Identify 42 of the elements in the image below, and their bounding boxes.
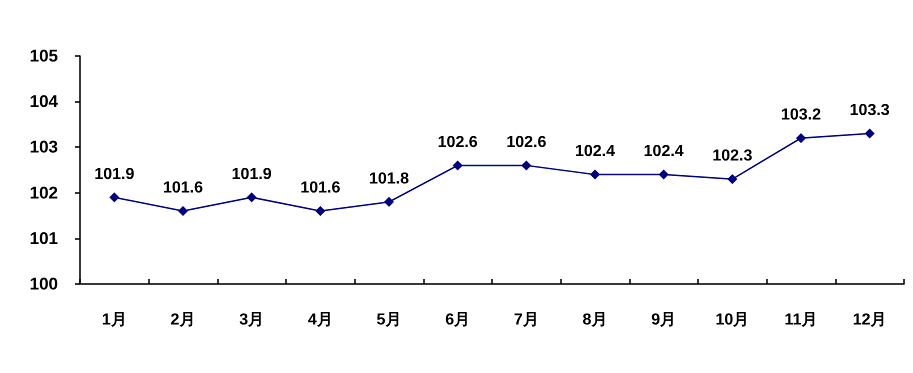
y-tick-label: 104: [30, 92, 59, 112]
y-tick-label: 100: [30, 274, 58, 294]
x-tick-label: 6月: [445, 312, 470, 328]
data-label: 102.4: [574, 143, 616, 160]
y-tick-label: 101: [30, 228, 58, 248]
point: [315, 206, 326, 216]
data-label: 101.8: [368, 170, 410, 188]
point: [178, 206, 188, 216]
x-tick-label: 7月: [514, 312, 539, 328]
y-tick-label: 102: [30, 183, 58, 202]
x-tick-label: 4月: [308, 312, 333, 328]
data-label: 101.6: [300, 180, 340, 197]
x-tick-label: 5月: [376, 312, 402, 328]
data-label: 101.9: [232, 166, 272, 183]
x-tick-label: 10月: [715, 312, 750, 328]
data-label: 101.9: [94, 166, 134, 183]
x-tick-label: 11月: [784, 312, 818, 328]
y-tick-label: 105: [30, 46, 58, 66]
x-tick-label: 2月: [170, 312, 196, 328]
data-label: 102.6: [438, 134, 478, 151]
point: [452, 160, 463, 170]
data-label: 102.6: [506, 134, 546, 151]
x-tick-label: 12月: [852, 312, 887, 328]
point: [109, 192, 120, 202]
point: [246, 192, 257, 202]
x-tick-label: 3月: [239, 312, 264, 328]
point: [796, 133, 806, 144]
x-tick-label: 1月: [102, 312, 127, 328]
point: [521, 160, 532, 170]
point: [658, 170, 669, 180]
data-label: 103.3: [850, 102, 890, 120]
data-label: 102.4: [644, 143, 684, 160]
x-tick-label: 9月: [651, 312, 676, 328]
data-label: 102.3: [712, 148, 752, 165]
point: [864, 128, 875, 139]
point: [727, 174, 738, 184]
point: [590, 170, 600, 180]
y-tick-label: 103: [30, 138, 58, 157]
x-tick-label: 8月: [582, 312, 608, 328]
data-label: 101.6: [162, 180, 204, 197]
point: [384, 196, 394, 207]
data-label: 103.2: [780, 106, 822, 124]
